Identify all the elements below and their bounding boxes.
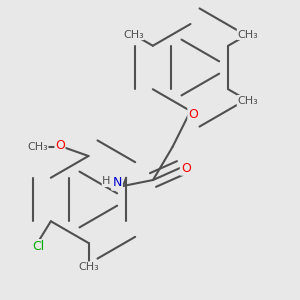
Text: O: O [189,107,198,121]
Text: Cl: Cl [33,240,45,253]
Text: N: N [112,176,122,190]
Text: O: O [181,161,191,175]
Text: CH₃: CH₃ [237,95,258,106]
Text: CH₃: CH₃ [123,29,144,40]
Text: CH₃: CH₃ [27,142,48,152]
Text: O: O [55,139,65,152]
Text: H: H [102,176,111,187]
Text: CH₃: CH₃ [237,29,258,40]
Text: CH₃: CH₃ [78,262,99,272]
